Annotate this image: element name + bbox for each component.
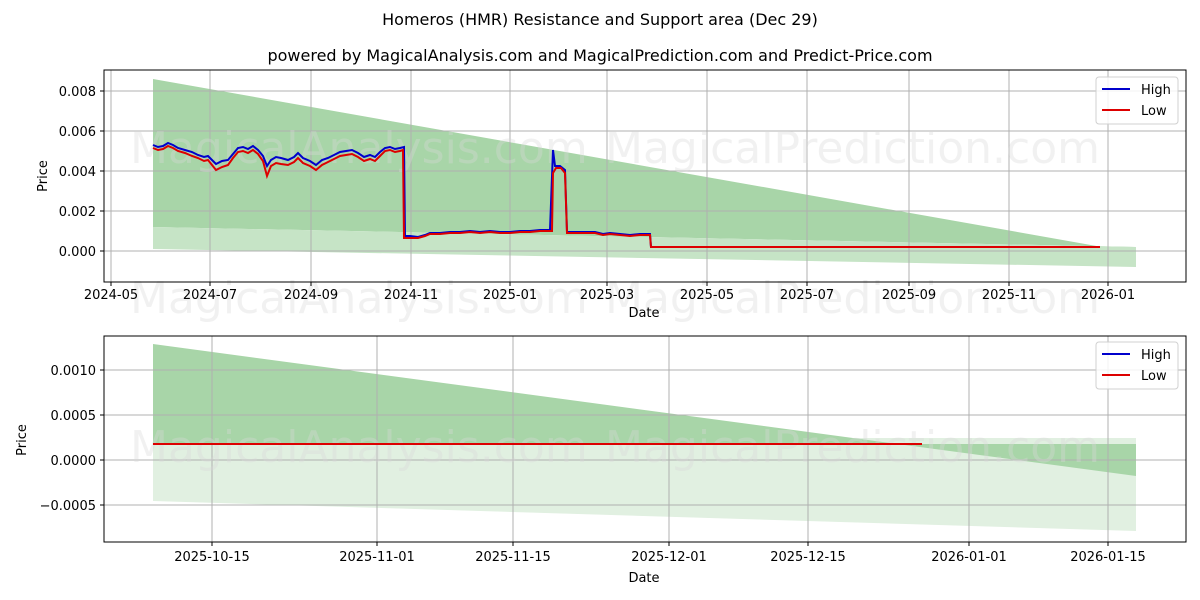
x-tick-label: 2025-09 [882, 288, 936, 303]
y-tick-label: 0.002 [59, 205, 96, 220]
x-tick-label: 2026-01-01 [931, 550, 1007, 565]
watermark-text: MagicalPrediction.com [605, 422, 1100, 473]
top-y-axis: 0.008 0.006 0.004 0.002 0.000 Price [36, 85, 104, 260]
chart-title: Homeros (HMR) Resistance and Support are… [382, 10, 818, 29]
x-tick-label: 2025-12-01 [631, 550, 707, 565]
x-tick-label: 2025-10-15 [174, 550, 250, 565]
x-tick-label: 2024-07 [183, 288, 237, 303]
y-axis-label: Price [15, 424, 30, 456]
x-tick-label: 2025-05 [680, 288, 734, 303]
x-tick-label: 2026-01-15 [1070, 550, 1146, 565]
y-tick-label: 0.008 [59, 85, 96, 100]
x-tick-label: 2025-07 [780, 288, 834, 303]
x-tick-label: 2025-11-15 [475, 550, 551, 565]
y-tick-label: 0.004 [59, 165, 96, 180]
x-axis-label: Date [628, 571, 659, 586]
y-tick-label: 0.000 [59, 245, 96, 260]
bottom-x-axis: 2025-10-15 2025-11-01 2025-11-15 2025-12… [174, 542, 1146, 586]
y-tick-label: 0.0000 [51, 454, 97, 469]
legend-high-label: High [1141, 348, 1171, 363]
y-tick-label: 0.006 [59, 125, 96, 140]
x-tick-label: 2025-03 [580, 288, 634, 303]
bottom-y-axis: 0.0010 0.0005 0.0000 −0.0005 Price [15, 364, 104, 514]
top-x-axis: 2024-05 2024-07 2024-09 2024-11 2025-01 … [84, 282, 1135, 321]
watermark-text: MagicalAnalysis.com [130, 422, 588, 473]
y-axis-label: Price [36, 160, 51, 192]
top-chart: MagicalAnalysis.com MagicalPrediction.co… [36, 69, 1187, 324]
bottom-support-band [153, 438, 1136, 531]
x-tick-label: 2024-05 [84, 288, 138, 303]
bottom-legend: High Low [1095, 341, 1179, 390]
top-support-band [153, 227, 1136, 267]
watermark-text: MagicalPrediction.com [605, 123, 1100, 174]
x-tick-label: 2025-11 [982, 288, 1036, 303]
x-tick-label: 2024-09 [284, 288, 338, 303]
top-plot-frame [103, 69, 1187, 283]
bottom-plot-frame [103, 335, 1187, 543]
x-tick-label: 2025-01 [483, 288, 537, 303]
top-resistance-band [153, 79, 1136, 253]
legend-high-label: High [1141, 83, 1171, 98]
legend-low-label: Low [1141, 104, 1167, 119]
x-tick-label: 2025-11-01 [339, 550, 415, 565]
bottom-grid [104, 336, 1186, 542]
bottom-chart: MagicalAnalysis.com MagicalPrediction.co… [15, 335, 1187, 586]
x-tick-label: 2024-11 [384, 288, 438, 303]
x-tick-label: 2025-12-15 [770, 550, 846, 565]
low-line [152, 144, 1100, 248]
watermark-text: MagicalAnalysis.com [130, 123, 588, 174]
y-tick-label: 0.0005 [51, 409, 97, 424]
x-tick-label: 2026-01 [1081, 288, 1135, 303]
x-axis-label: Date [628, 306, 659, 321]
top-legend: High Low [1095, 76, 1179, 125]
y-tick-label: −0.0005 [40, 499, 96, 514]
legend-low-label: Low [1141, 369, 1167, 384]
y-tick-label: 0.0010 [51, 364, 97, 379]
chart-subtitle: powered by MagicalAnalysis.com and Magic… [267, 46, 933, 65]
